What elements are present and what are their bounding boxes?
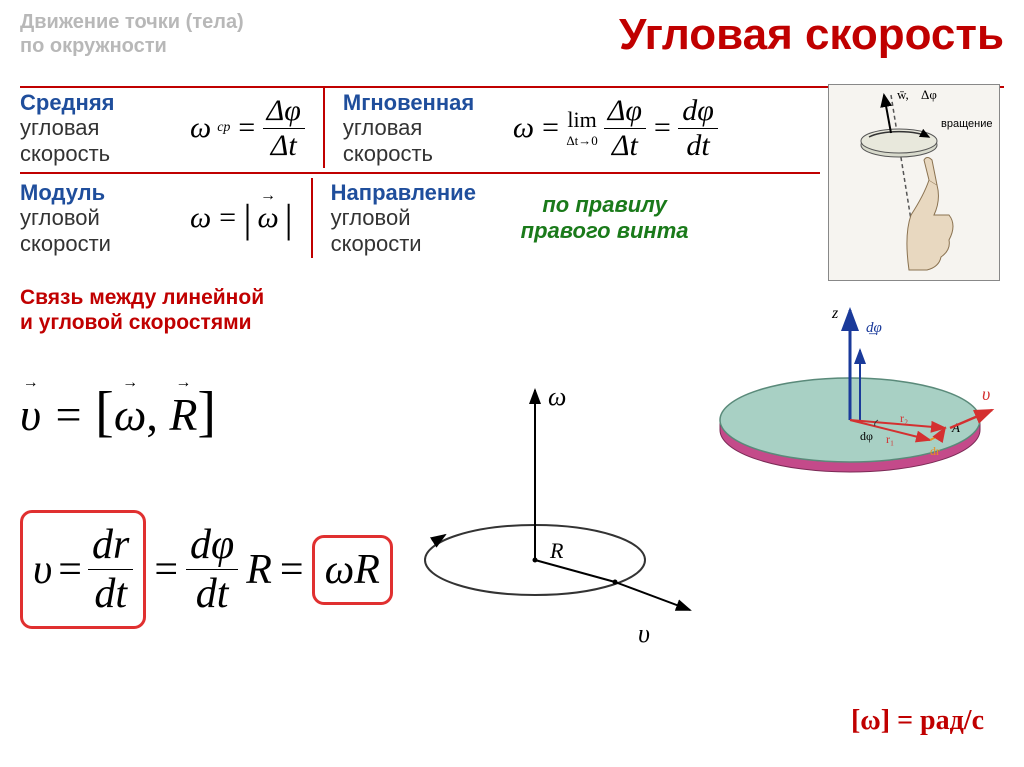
avg-label: Средняя угловая скорость bbox=[20, 90, 190, 166]
grid-hline bbox=[20, 172, 820, 174]
chain-formula: υ = drdt = dφdt R = ωR bbox=[20, 510, 393, 629]
boxed-omegaR: ωR bbox=[312, 535, 393, 605]
disk3d-svg: z d͢φ dφ r₁ r₂ dr A υ⃗ bbox=[700, 270, 1000, 510]
inst-formula: ω = lim Δt→0 ΔφΔt = dφdt bbox=[513, 94, 718, 163]
mod-formula: ω = |ω| bbox=[190, 195, 293, 242]
disk3d-diagram: z d͢φ dφ r₁ r₂ dr A υ⃗ bbox=[700, 270, 1000, 510]
subtitle-line2: по окружности bbox=[20, 35, 167, 57]
subtitle: Движение точки (тела) по окружности bbox=[20, 10, 244, 58]
hand-diagram: w̄, Δφ вращение bbox=[828, 84, 1000, 281]
svg-text:υ⃗: υ⃗ bbox=[638, 619, 670, 648]
unit-label: [ω] = рад/с bbox=[851, 705, 984, 737]
svg-text:вращение: вращение bbox=[941, 118, 992, 130]
svg-text:R: R bbox=[549, 538, 564, 563]
svg-text:z: z bbox=[831, 305, 839, 322]
boxed-v: υ = drdt bbox=[20, 510, 146, 629]
grid-vline-2 bbox=[311, 178, 313, 258]
link-section-label: Связь между линейной и угловой скоростям… bbox=[20, 285, 264, 335]
omega-svg: ω⃗ R υ⃗ bbox=[390, 360, 710, 660]
grid-vline bbox=[323, 88, 325, 168]
svg-text:r₂: r₂ bbox=[900, 411, 908, 425]
avg-formula: ωср = ΔφΔt bbox=[190, 94, 305, 163]
svg-text:w̄,: w̄, bbox=[897, 87, 909, 102]
grid-row-2: Модуль угловой скорости ω = |ω| Направле… bbox=[20, 178, 820, 258]
dir-label: Направление угловой скорости bbox=[331, 180, 501, 256]
right-hand-rule: по правилу правого винта bbox=[521, 192, 689, 245]
cross-product-formula: υ = [ω, R] bbox=[20, 380, 216, 444]
svg-text:ω⃗: ω⃗ bbox=[548, 382, 587, 411]
formula-grid: Средняя угловая скорость ωср = ΔφΔt Мгно… bbox=[20, 88, 820, 258]
hand-svg: w̄, Δφ вращение bbox=[829, 85, 999, 280]
subtitle-line1: Движение точки (тела) bbox=[20, 11, 244, 33]
svg-text:υ⃗: υ⃗ bbox=[982, 384, 1000, 404]
mod-label: Модуль угловой скорости bbox=[20, 180, 190, 256]
svg-text:dr: dr bbox=[930, 444, 940, 458]
svg-text:Δφ: Δφ bbox=[921, 87, 937, 102]
svg-text:r₁: r₁ bbox=[886, 432, 894, 446]
inst-label: Мгновенная угловая скорость bbox=[343, 90, 513, 166]
svg-text:d͢φ: d͢φ bbox=[866, 320, 882, 336]
grid-row-1: Средняя угловая скорость ωср = ΔφΔt Мгно… bbox=[20, 88, 820, 168]
svg-text:dφ: dφ bbox=[860, 429, 873, 443]
page-title: Угловая скорость bbox=[619, 10, 1004, 60]
omega-diagram: ω⃗ R υ⃗ bbox=[390, 360, 710, 660]
